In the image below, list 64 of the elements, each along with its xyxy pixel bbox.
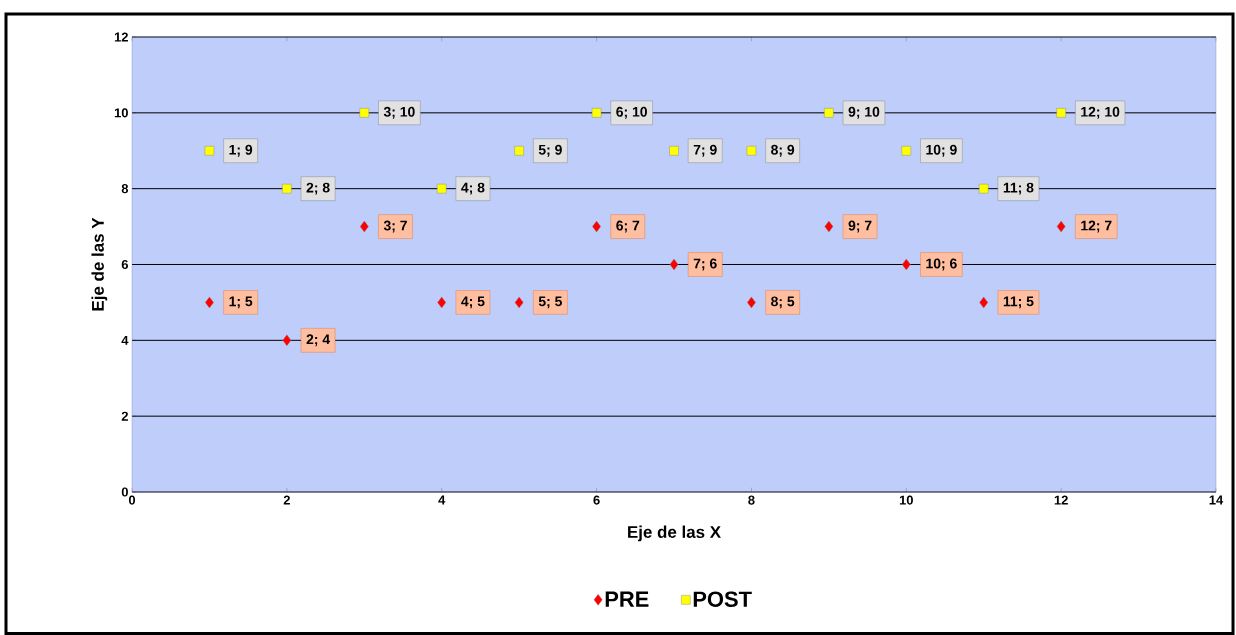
point: [979, 183, 989, 194]
data-label: 2; 8: [306, 182, 330, 195]
point: [669, 146, 679, 156]
point: [282, 183, 292, 194]
y-tick-label: 8: [121, 184, 129, 194]
point: [669, 258, 679, 271]
x-tick-label: 0: [128, 495, 136, 505]
point: [824, 108, 834, 118]
point: [359, 108, 369, 118]
data-label: 11; 8: [1003, 182, 1034, 195]
y-tick-label: 0: [121, 487, 128, 497]
data-label: 5; 5: [538, 296, 562, 309]
data-label: 1; 9: [229, 144, 253, 157]
point: [359, 220, 369, 233]
data-label: 4; 8: [461, 182, 485, 195]
data-label: 3; 7: [383, 220, 407, 233]
x-tick-label: 6: [593, 495, 600, 505]
data-label: 9; 10: [848, 106, 880, 119]
data-label: 8; 5: [771, 296, 795, 309]
y-tick-label: 12: [114, 32, 128, 42]
x-tick-label: 10: [899, 495, 913, 505]
legend-label: POST: [693, 591, 752, 607]
x-axis-title: Eje de las X: [628, 525, 721, 542]
point: [901, 258, 911, 271]
data-label: 4; 5: [461, 296, 485, 309]
point: [901, 146, 911, 156]
y-tick-label: 4: [121, 335, 129, 345]
point: [204, 146, 215, 156]
y-tick-label: 6: [121, 259, 129, 270]
point: [1056, 108, 1066, 118]
x-tick-label: 4: [438, 495, 446, 505]
point: [437, 296, 447, 309]
data-label: 10; 6: [926, 258, 957, 271]
data-label: 1; 5: [229, 296, 253, 309]
data-label: 5; 9: [538, 144, 562, 157]
data-label: 8; 9: [771, 144, 795, 157]
point: [979, 296, 989, 309]
data-label: 12; 10: [1081, 106, 1120, 119]
data-label: 11; 5: [1003, 296, 1034, 309]
data-label: 6; 7: [616, 220, 640, 233]
x-tick-label: 14: [1209, 495, 1224, 505]
point: [437, 183, 447, 194]
data-label: 6; 10: [616, 106, 647, 119]
point: [282, 334, 292, 347]
data-label: 10; 9: [926, 144, 957, 157]
point: [514, 296, 524, 309]
y-tick-label: 10: [114, 108, 128, 118]
x-tick-label: 8: [748, 495, 755, 505]
legend-label: PRE: [605, 591, 649, 607]
data-label: 12; 7: [1081, 220, 1112, 233]
data-label: 3; 10: [383, 106, 415, 119]
data-label: 2; 4: [306, 334, 331, 347]
data-label: 7; 6: [693, 258, 717, 271]
y-axis-title: Eje de las Y: [91, 217, 108, 311]
point: [514, 146, 524, 156]
x-tick-label: 2: [283, 495, 290, 505]
y-tick-label: 2: [121, 411, 128, 421]
point: [824, 220, 834, 233]
x-tick-label: 12: [1054, 495, 1068, 505]
point: [591, 108, 602, 118]
data-label: 9; 7: [848, 220, 872, 233]
point: [746, 146, 757, 156]
point: [1056, 220, 1066, 233]
data-label: 7; 9: [693, 144, 717, 157]
